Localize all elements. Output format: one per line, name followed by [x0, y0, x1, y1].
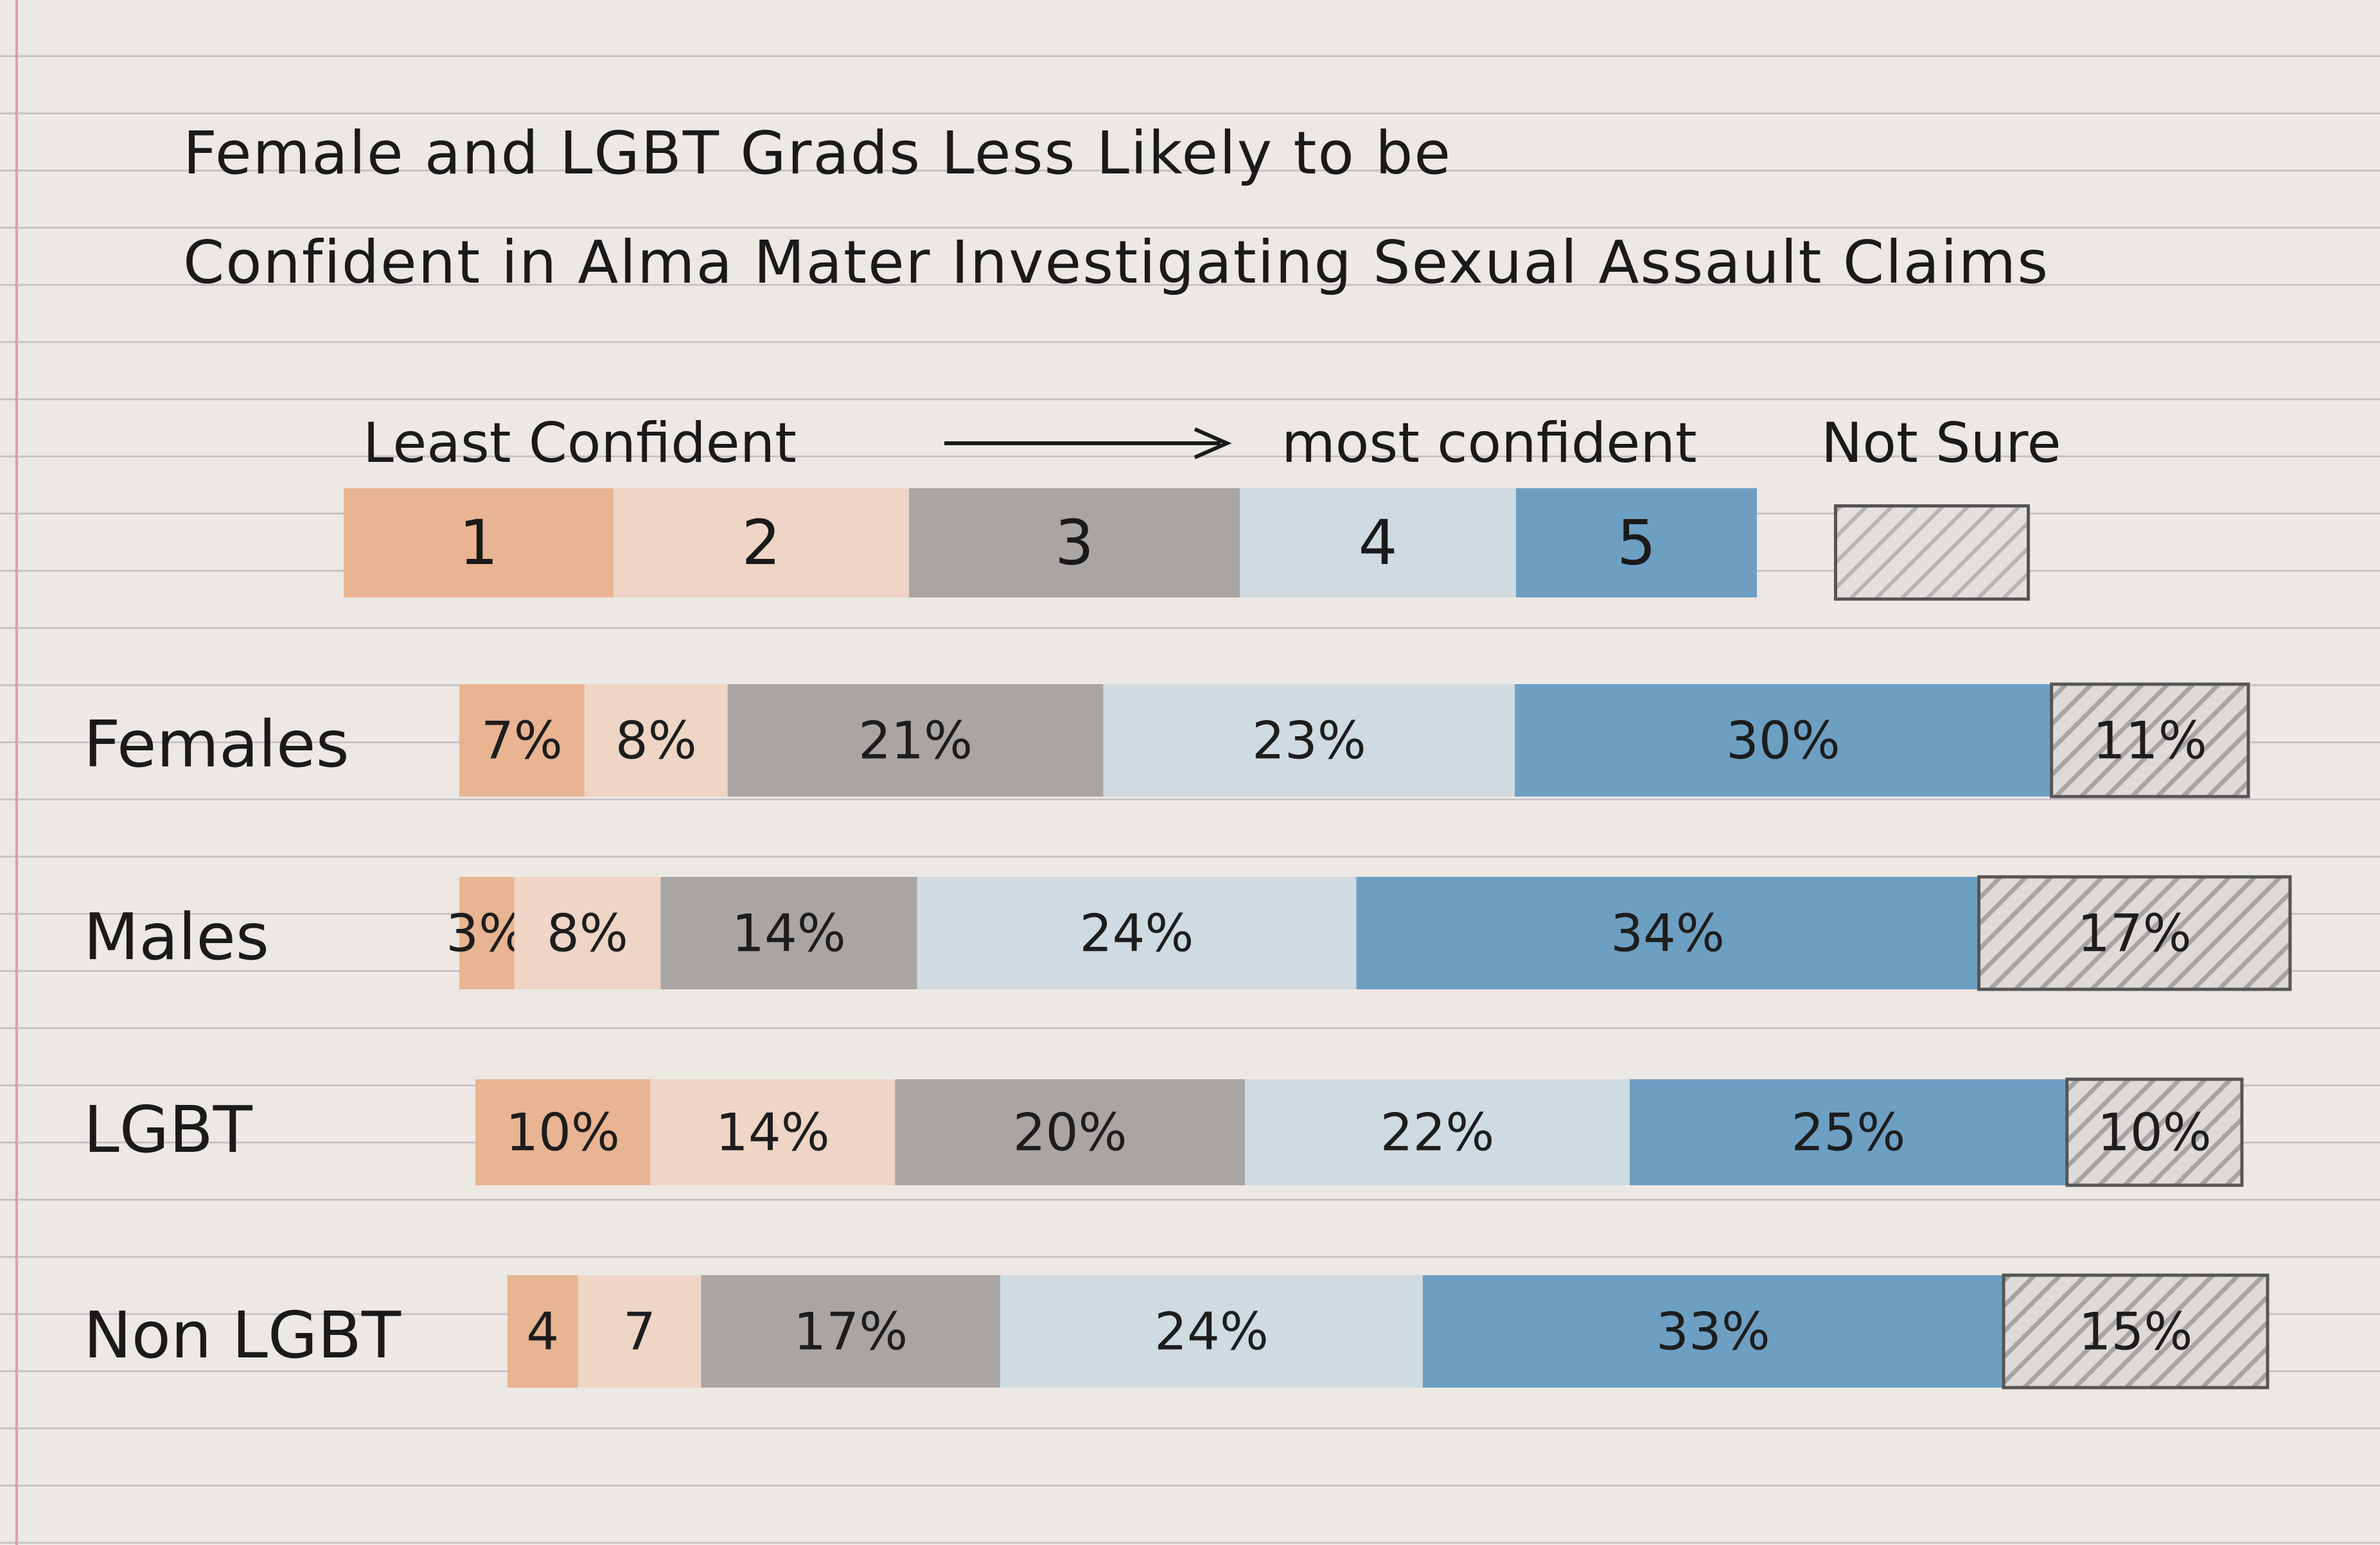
bar-segment-males-4 [917, 877, 1357, 989]
legend-level-3: 3 [1054, 507, 1095, 579]
bar-segment-females-1 [459, 684, 585, 797]
value-label-females-4: 23% [1252, 711, 1366, 771]
bar-segment-males-1 [459, 877, 515, 989]
legend-swatch-1: 1 [344, 488, 613, 597]
value-label-females-2: 8% [615, 711, 697, 771]
scale-not-sure-label: Not Sure [1821, 411, 2061, 475]
bar-segment-non-lgbt-5 [1422, 1275, 2004, 1388]
legend-level-1: 1 [459, 507, 498, 579]
value-label-females-not-sure: 11% [2093, 711, 2207, 771]
value-label-males-1: 3% [446, 904, 527, 964]
bar-segment-lgbt-2 [650, 1079, 895, 1185]
bar-segment-non-lgbt-2 [577, 1275, 701, 1388]
bar-segment-females-2 [584, 684, 728, 797]
scale-most-label: most confident [1282, 411, 1697, 475]
bar-segment-females-4 [1103, 684, 1515, 797]
bar-segment-females-not-sure [2050, 682, 2250, 799]
bar-segment-males-3 [660, 877, 917, 989]
bar-segment-males-2 [514, 877, 661, 989]
legend-swatch-4: 4 [1240, 488, 1516, 597]
paper-margin-line [15, 0, 18, 1545]
bar-segment-non-lgbt-3 [701, 1275, 1001, 1388]
value-label-lgbt-3: 20% [1013, 1103, 1127, 1163]
value-label-males-3: 14% [732, 904, 846, 964]
bar-segment-lgbt-not-sure [2065, 1077, 2244, 1187]
row-label-non-lgbt: Non LGBT [84, 1298, 401, 1373]
bar-segment-males-not-sure [1977, 875, 2292, 991]
value-label-males-5: 34% [1610, 904, 1725, 964]
value-label-females-5: 30% [1726, 711, 1840, 771]
value-label-non-lgbt-1: 4 [526, 1302, 559, 1362]
legend-swatch-5: 5 [1516, 488, 1757, 597]
value-label-lgbt-4: 22% [1380, 1103, 1495, 1163]
legend-swatch-2: 2 [613, 488, 909, 597]
value-label-lgbt-2: 14% [716, 1103, 830, 1163]
chart-title-line-1: Female and LGBT Grads Less Likely to be [183, 119, 1452, 188]
bar-segment-lgbt-3 [895, 1079, 1246, 1185]
row-label-lgbt: LGBT [84, 1092, 252, 1167]
value-label-females-3: 21% [858, 711, 973, 771]
legend-level-5: 5 [1616, 507, 1657, 579]
value-label-non-lgbt-3: 17% [793, 1302, 908, 1362]
bar-segment-non-lgbt-not-sure [2002, 1273, 2270, 1390]
bar-segment-males-5 [1356, 877, 1979, 989]
legend-level-4: 4 [1358, 507, 1398, 579]
scale-arrow-icon [944, 427, 1232, 459]
bar-segment-lgbt-1 [475, 1079, 651, 1185]
value-label-females-1: 7% [481, 711, 563, 771]
value-label-non-lgbt-not-sure: 15% [2079, 1302, 2193, 1362]
value-label-lgbt-1: 10% [506, 1103, 620, 1163]
bar-segment-lgbt-5 [1630, 1079, 2067, 1185]
scale-least-label: Least Confident [363, 411, 797, 475]
row-label-males: Males [84, 899, 269, 975]
legend-swatch-3: 3 [909, 488, 1240, 597]
bar-segment-non-lgbt-1 [507, 1275, 578, 1388]
value-label-lgbt-not-sure: 10% [2097, 1103, 2212, 1163]
value-label-non-lgbt-2: 7 [623, 1302, 656, 1362]
value-label-lgbt-5: 25% [1791, 1103, 1905, 1163]
bar-segment-females-3 [727, 684, 1104, 797]
value-label-males-4: 24% [1080, 904, 1194, 964]
legend-swatch-not-sure [1834, 504, 2030, 601]
value-label-males-not-sure: 17% [2077, 904, 2192, 964]
value-label-non-lgbt-5: 33% [1656, 1302, 1770, 1362]
bar-segment-lgbt-4 [1245, 1079, 1630, 1185]
legend-level-2: 2 [741, 507, 781, 579]
chart-title-line-2: Confident in Alma Mater Investigating Se… [183, 228, 2050, 297]
bar-segment-non-lgbt-4 [1000, 1275, 1423, 1388]
bar-segment-females-5 [1515, 684, 2052, 797]
row-label-females: Females [84, 707, 349, 782]
value-label-males-2: 8% [547, 904, 628, 964]
value-label-non-lgbt-4: 24% [1154, 1302, 1269, 1362]
